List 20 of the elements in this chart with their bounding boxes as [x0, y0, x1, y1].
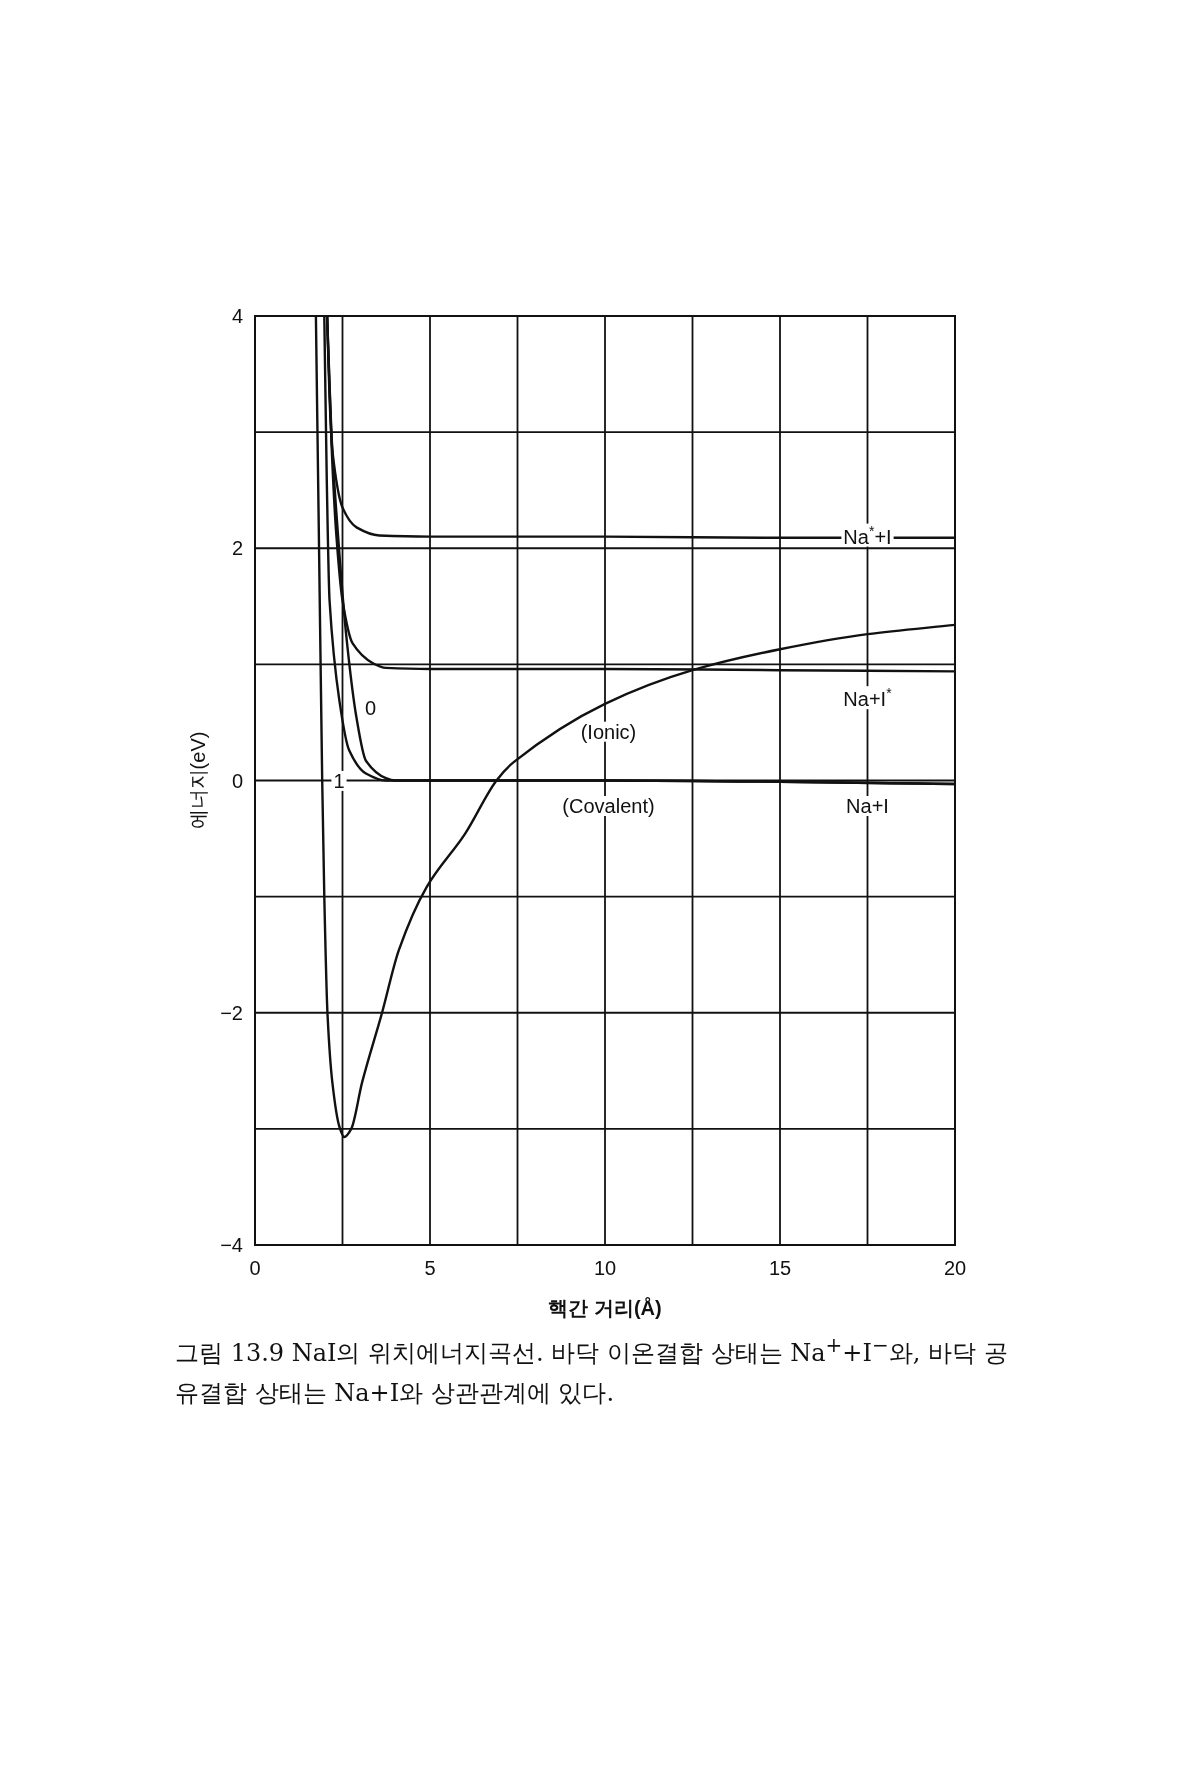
- annotation: (Ionic): [580, 720, 637, 743]
- x-axis-title: 핵간 거리(Å): [548, 1296, 662, 1319]
- annotation: (Covalent): [562, 795, 655, 818]
- y-tick-label: 4: [231, 305, 243, 327]
- annotation: Na+I: [846, 795, 889, 818]
- y-tick-label: −4: [220, 1234, 243, 1256]
- annotation: 0: [364, 697, 377, 720]
- x-tick-label: 10: [593, 1257, 617, 1279]
- x-tick-label: 0: [249, 1257, 261, 1279]
- x-tick-label: 5: [424, 1257, 436, 1279]
- annotation: 1: [333, 769, 345, 792]
- y-tick-label: −2: [220, 1001, 243, 1024]
- annotation: Na+I$^{*}$: [843, 685, 893, 711]
- y-tick-label: 0: [231, 769, 243, 792]
- y-axis-title: 에너지(eV): [187, 731, 209, 830]
- text: 그림 13.9 NaI의 위치에너지곡선. 바닥 이온결합 상태는 Na$^{+}$+I$^{−}$와, 바닥 공유결합 상태는 Na+I와 상관관계에 있다.: [175, 1333, 1008, 1407]
- y-tick-label: 2: [231, 537, 243, 560]
- x-tick-label: 15: [768, 1257, 792, 1279]
- annotation: Na$^{*}$+I: [843, 522, 892, 548]
- x-tick-label: 20: [943, 1257, 967, 1279]
